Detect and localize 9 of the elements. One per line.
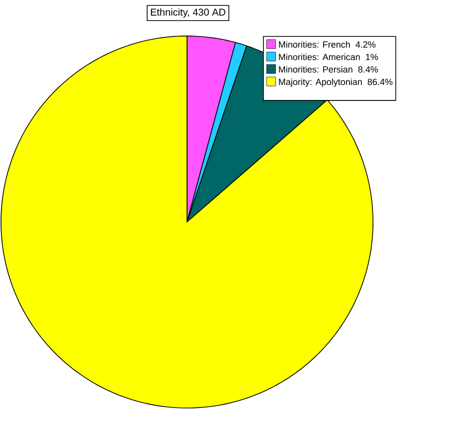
data-label: 1% <box>366 54 378 60</box>
chart-title: Ethnicity, 430 AD <box>150 8 226 18</box>
data-label: 8.4% <box>358 66 378 73</box>
data-label: 86.4% <box>368 78 392 86</box>
legend-label: Majority: Apolytonian <box>279 78 362 87</box>
legend-label: Minorities: American <box>279 54 360 60</box>
legend-label: Minorities: French <box>279 41 350 48</box>
legend-label: Minorities: Persian <box>279 66 352 73</box>
data-label: 4.2% <box>356 41 376 48</box>
